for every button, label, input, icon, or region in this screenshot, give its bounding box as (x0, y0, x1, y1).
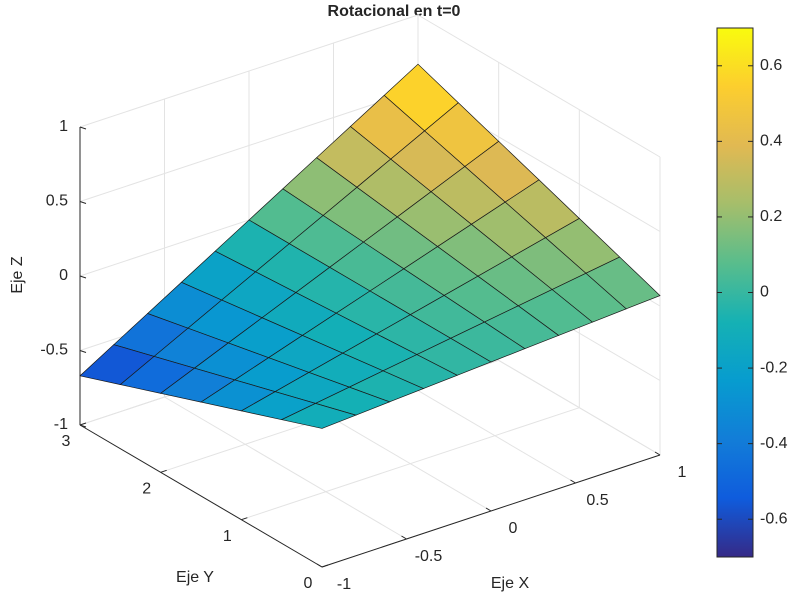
grid-line (79, 14, 419, 128)
x-tick-label: 1 (678, 464, 687, 481)
tick-mark (79, 424, 87, 428)
tick-mark (570, 479, 576, 484)
grid-line (241, 407, 580, 521)
tick-mark (79, 350, 87, 353)
x-tick-label: -0.5 (415, 548, 443, 565)
z-tick-label: -1 (54, 416, 68, 433)
tick-mark (316, 563, 323, 568)
y-tick-label: 2 (142, 481, 151, 498)
tick-mark (654, 451, 661, 456)
colorbar (716, 27, 754, 558)
colorbar-tick-label: -0.6 (760, 510, 788, 527)
colorbar-tick-label: -0.4 (760, 435, 788, 452)
chart-title: Rotacional en t=0 (328, 3, 461, 20)
colorbar-tick-label: 0 (760, 284, 769, 301)
y-tick-label: 1 (223, 528, 232, 545)
y-tick-label: 3 (62, 433, 71, 450)
colorbar-tick-label: 0.6 (760, 57, 782, 74)
z-tick-label: 0.5 (46, 193, 68, 210)
tick-mark (79, 126, 87, 130)
x-tick-label: -1 (337, 576, 351, 593)
z-tick-label: -0.5 (40, 342, 68, 359)
tick-mark (79, 201, 87, 204)
surface-cell (280, 403, 357, 429)
tick-mark (160, 469, 167, 473)
z-axis-label: Eje Z (9, 256, 26, 294)
grid-line (417, 14, 661, 158)
tick-mark (401, 535, 407, 540)
colorbar-tick-label: 0.4 (760, 133, 782, 150)
grid-line (164, 396, 407, 540)
x-axis-label: Eje X (491, 575, 530, 592)
colorbar-tick-label: -0.2 (760, 359, 788, 376)
tick-mark (241, 517, 248, 521)
colorbar-tick-label: 0.2 (760, 208, 782, 225)
tick-mark (79, 275, 87, 279)
x-tick-label: 0.5 (586, 492, 608, 509)
y-axis (79, 424, 323, 568)
z-tick-label: 1 (59, 118, 68, 135)
tick-mark (321, 564, 329, 568)
y-tick-label: 0 (304, 575, 313, 592)
grid-line (79, 89, 419, 202)
y-axis-label: Eje Y (176, 569, 214, 586)
x-tick-label: 0 (509, 520, 518, 537)
tick-mark (79, 422, 87, 426)
tick-mark (485, 507, 492, 512)
z-tick-label: 0 (59, 267, 68, 284)
